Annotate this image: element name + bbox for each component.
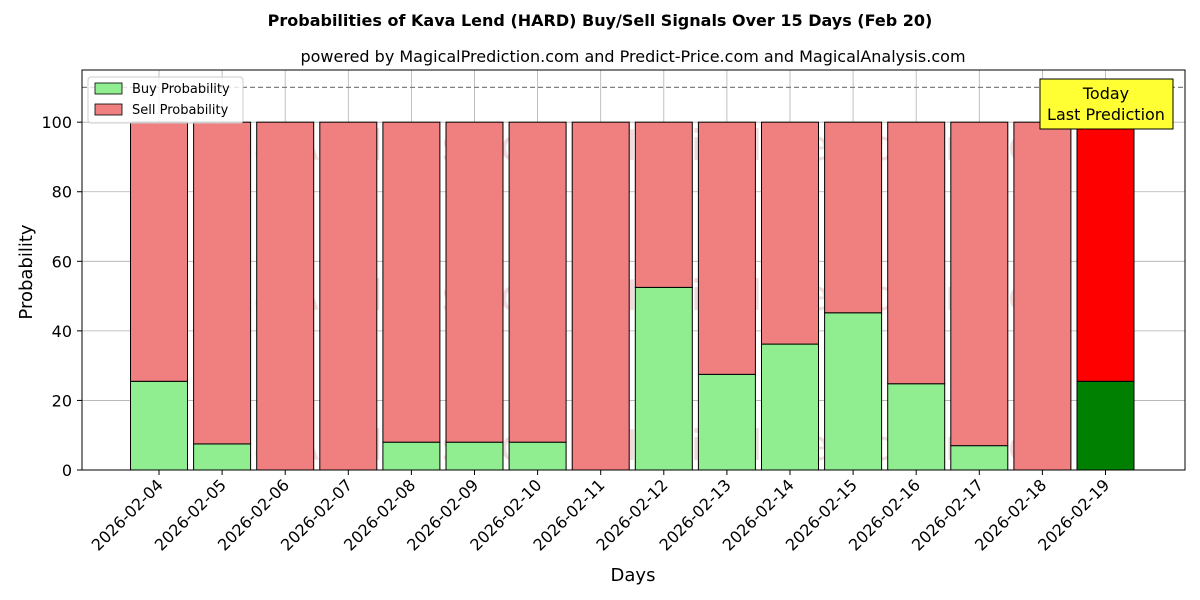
bar-layer — [130, 121, 1135, 471]
annotation-box — [1039, 78, 1174, 130]
y-tick-label: 40 — [52, 322, 72, 341]
bar-buy — [508, 441, 567, 471]
bar-sell — [824, 121, 883, 314]
bar-buy — [887, 383, 946, 471]
bar-sell — [445, 121, 504, 443]
legend-label-sell: Sell Probability — [132, 103, 229, 118]
y-tick-label: 20 — [52, 391, 72, 410]
bar-buy — [697, 373, 756, 471]
y-tick-label: 0 — [62, 461, 72, 480]
bar-sell — [697, 121, 756, 375]
bar-sell — [319, 121, 378, 471]
bar-buy — [445, 441, 504, 471]
x-axis-label: Days — [611, 565, 656, 586]
y-axis-label: Probability — [16, 224, 37, 319]
legend-swatch-buy — [94, 82, 123, 95]
plot-frame — [81, 69, 1186, 471]
legend-box — [87, 76, 244, 124]
bar-sell — [382, 121, 441, 443]
bar-buy — [130, 380, 188, 471]
bar-sell — [1076, 121, 1135, 382]
bar-buy — [634, 286, 693, 471]
y-tick-label: 60 — [52, 252, 72, 271]
y-tick-label: 80 — [52, 183, 72, 202]
chart-title: Probabilities of Kava Lend (HARD) Buy/Se… — [268, 11, 933, 30]
bar-sell — [130, 121, 188, 382]
annotation-line-1: Today — [1082, 84, 1129, 103]
bar-buy — [382, 441, 441, 471]
bar-buy — [1076, 380, 1135, 471]
chart-subtitle: powered by MagicalPrediction.com and Pre… — [300, 47, 965, 66]
bar-buy — [761, 343, 819, 471]
annotation-line-2: Last Prediction — [1047, 105, 1165, 124]
bar-sell — [571, 121, 630, 471]
legend-swatch-sell — [94, 103, 123, 116]
bar-sell — [193, 121, 252, 445]
y-tick-label: 100 — [41, 113, 72, 132]
bar-buy — [950, 445, 1009, 471]
bar-sell — [508, 121, 567, 443]
bar-sell — [950, 121, 1009, 447]
legend-label-buy: Buy Probability — [132, 82, 230, 97]
bar-sell — [887, 121, 946, 385]
legend: Buy Probability Sell Probability — [87, 76, 244, 124]
bar-sell — [634, 121, 693, 288]
today-annotation: Today Last Prediction — [1039, 78, 1174, 130]
bar-sell — [761, 121, 819, 345]
bar-buy — [193, 443, 252, 471]
bar-sell — [256, 121, 315, 471]
bar-sell — [1013, 121, 1072, 471]
bar-buy — [824, 312, 883, 471]
